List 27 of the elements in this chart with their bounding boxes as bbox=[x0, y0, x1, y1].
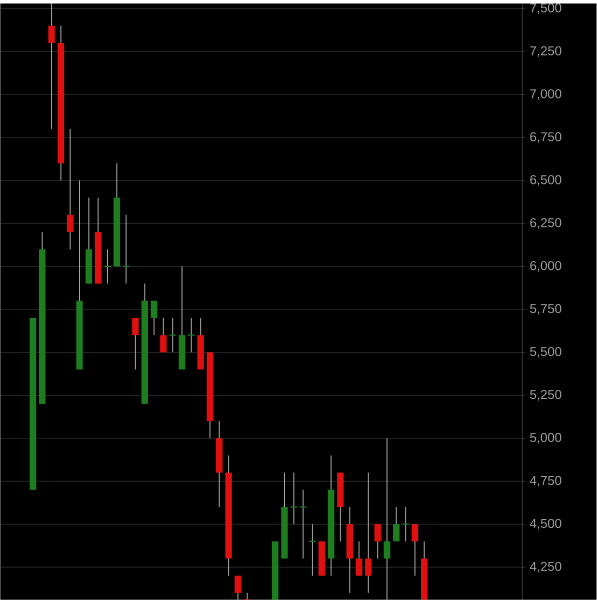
y-tick-label: 5,250 bbox=[530, 390, 562, 401]
y-tick-label: 4,250 bbox=[530, 562, 562, 572]
candlestick bbox=[374, 524, 382, 560]
y-tick-label: 4,500 bbox=[530, 518, 562, 530]
candlestick bbox=[160, 317, 167, 353]
candlestick bbox=[234, 575, 242, 600]
candlestick bbox=[356, 540, 362, 576]
candlestick bbox=[365, 472, 372, 594]
candlestick bbox=[384, 438, 390, 600]
candlestick bbox=[132, 317, 139, 370]
y-tick-label: 6,500 bbox=[530, 175, 562, 186]
y-tick-label: 4,750 bbox=[530, 476, 562, 487]
y-tick-label: 5,000 bbox=[530, 432, 562, 444]
y-tick-label: 6,250 bbox=[530, 218, 562, 229]
candlestick bbox=[393, 506, 400, 542]
candlestick bbox=[67, 128, 74, 250]
candlestick bbox=[412, 524, 418, 576]
y-tick-label: 7,250 bbox=[530, 46, 562, 57]
candlestick bbox=[402, 506, 410, 542]
y-tick-label: 6,750 bbox=[530, 132, 562, 143]
y-tick-label: 5,500 bbox=[530, 347, 562, 358]
y-tick-label: 7,000 bbox=[530, 89, 562, 100]
candlestick bbox=[48, 3, 55, 130]
candlestick bbox=[150, 300, 158, 336]
y-tick-label: 6,000 bbox=[530, 261, 562, 272]
y-tick-label: 7,500 bbox=[530, 3, 562, 14]
y-tick-label: 5,750 bbox=[530, 304, 562, 315]
